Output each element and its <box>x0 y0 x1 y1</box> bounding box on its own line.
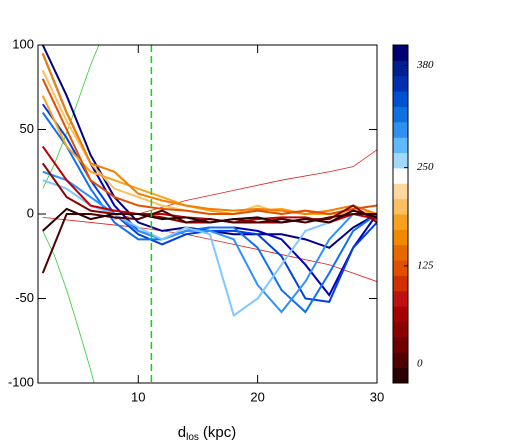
line <box>41 95 377 216</box>
colorbar-bin <box>393 321 408 338</box>
y-tick-label: -50 <box>15 290 34 305</box>
plot-lines <box>41 45 377 383</box>
colorbar-bin <box>393 60 408 77</box>
x-tick-label: 20 <box>250 389 264 404</box>
colorbar-tick-label: 125 <box>417 259 434 271</box>
colorbar-bin <box>393 275 408 292</box>
y-tick-label: -100 <box>8 374 34 389</box>
colorbar: 0 125 250 380 <box>392 44 434 384</box>
colorbar-bin <box>393 91 408 107</box>
line <box>41 53 377 216</box>
guide-curve <box>42 230 95 383</box>
colorbar-bin <box>393 229 408 246</box>
line <box>41 78 377 216</box>
colorbar-bin <box>393 352 408 369</box>
line <box>42 207 377 232</box>
colorbar-bin <box>393 106 408 123</box>
colorbar-bin <box>393 244 408 261</box>
colorbar-bin <box>393 290 408 307</box>
line <box>42 179 377 318</box>
colorbar-bin <box>393 214 408 230</box>
x-axis-label: dlos (kpc) <box>178 424 236 440</box>
line <box>41 209 377 274</box>
colorbar-bin <box>393 336 408 353</box>
guide-curve <box>42 45 100 189</box>
y-tick-label: 50 <box>20 121 34 136</box>
line <box>42 170 377 314</box>
colorbar-bin <box>393 121 408 138</box>
colorbar-bin <box>393 198 408 215</box>
colorbar-bin <box>393 167 408 184</box>
colorbar-bin <box>393 183 408 200</box>
x-tick-label: 10 <box>131 389 145 404</box>
colorbar-bin <box>393 152 408 169</box>
line <box>41 112 377 314</box>
colorbar-tick-label: 250 <box>417 161 434 173</box>
x-tick-label: 30 <box>370 389 384 404</box>
line <box>41 53 377 297</box>
y-tick-label: 100 <box>12 36 34 51</box>
colorbar-tick-label: 0 <box>417 358 423 370</box>
y-tick-label: 0 <box>27 205 34 220</box>
colorbar-tick-label: 380 <box>416 59 434 71</box>
colorbar-bin <box>393 137 408 154</box>
guide-curve <box>114 149 377 220</box>
line <box>41 103 377 303</box>
colorbar-bin <box>393 306 408 323</box>
colorbar-frame <box>392 44 409 384</box>
colorbar-bin <box>393 260 408 276</box>
colorbar-bin <box>393 367 408 384</box>
guide-curve <box>42 216 377 282</box>
colorbar-bin <box>393 75 408 92</box>
colorbar-bin <box>393 45 408 61</box>
